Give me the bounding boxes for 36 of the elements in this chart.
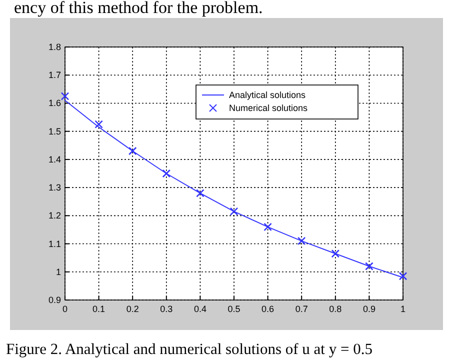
x-tick-label: 0.4 xyxy=(194,304,206,314)
x-tick-label: 0.2 xyxy=(126,304,139,314)
x-tick-label: 0.7 xyxy=(295,304,308,314)
point xyxy=(264,222,272,232)
point xyxy=(331,249,340,258)
point xyxy=(398,272,408,280)
y-tick-label: 0.9 xyxy=(48,295,61,305)
point xyxy=(162,169,171,178)
point xyxy=(60,92,70,100)
y-tick-label: 1 xyxy=(56,266,61,277)
legend-label: Analytical solutions xyxy=(229,90,306,100)
x-tick-label: 0.1 xyxy=(92,304,106,314)
y-tick-label: 1.6 xyxy=(48,98,61,108)
caption: Figure 2. Analytical and numerical solutions of u at y = 0.5 xyxy=(6,341,373,358)
y-tick-label: 1.8 xyxy=(48,42,61,52)
y-tick-label: 1.1 xyxy=(48,238,61,249)
y-tick-label: 1.2 xyxy=(48,210,61,221)
point xyxy=(196,189,204,198)
y-tick-label: 1.5 xyxy=(48,126,61,136)
text: ency of this method for the problem. xyxy=(14,0,263,17)
point xyxy=(94,120,103,128)
y-tick-label: 1.4 xyxy=(48,154,61,164)
point xyxy=(365,262,374,270)
x-tick-label: 0.9 xyxy=(362,304,376,314)
x-tick-label: 1 xyxy=(400,304,406,314)
x-tick-label: 0.3 xyxy=(160,304,173,314)
x-tick-label: 0.5 xyxy=(228,304,240,314)
point xyxy=(230,207,238,216)
point xyxy=(297,236,306,246)
legend-label: Numerical solutions xyxy=(229,103,308,113)
x-tick-label: 0.8 xyxy=(329,304,342,314)
x-tick-label: 0.6 xyxy=(262,304,274,314)
y-tick-label: 1.3 xyxy=(48,182,61,193)
point xyxy=(128,146,137,156)
x-tick-label: 0 xyxy=(62,304,68,314)
y-tick-label: 1.7 xyxy=(48,70,61,80)
